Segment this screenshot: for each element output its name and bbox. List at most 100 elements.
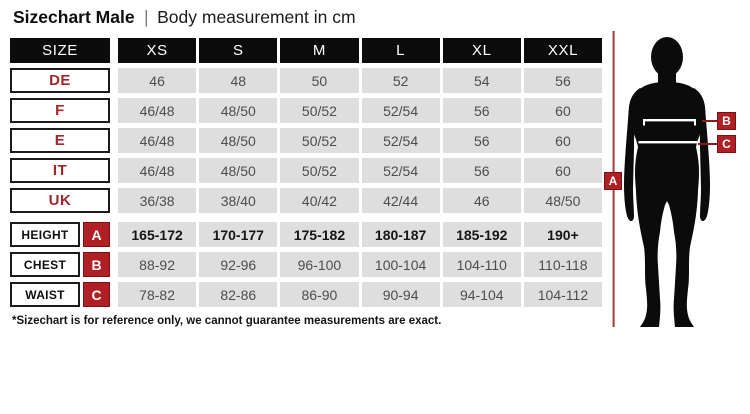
size-value-cell: 52/54 — [361, 158, 440, 183]
size-table: SIZE XS S M L XL XXL DE 46 48 50 52 54 56 F 46/48 48/50 5… — [10, 38, 603, 312]
size-value-cell: 46/48 — [118, 158, 197, 183]
measure-label-box: HEIGHT — [10, 222, 80, 247]
size-value-cell: 46/48 — [118, 98, 197, 123]
size-row-label: UK — [10, 188, 110, 213]
column-gap — [113, 68, 115, 93]
size-value-cell: 60 — [523, 158, 603, 183]
size-value-cell: 52/54 — [361, 128, 440, 153]
chest-line-tick-left — [643, 119, 645, 126]
column-gap — [113, 188, 115, 213]
measure-row-label: WAIST C — [10, 282, 110, 307]
measure-value-cell: 104-112 — [523, 282, 603, 307]
measure-row: WAIST C 78-82 82-86 86-90 90-94 94-104 104-112 — [10, 282, 603, 307]
size-row-label: E — [10, 128, 110, 153]
size-value-cell: 56 — [442, 158, 521, 183]
size-row: DE 46 48 50 52 54 56 — [10, 68, 603, 93]
size-value-cell: 60 — [523, 128, 603, 153]
waist-measure-line — [638, 141, 698, 144]
table-header-row: SIZE XS S M L XL XXL — [10, 38, 603, 63]
size-value-cell: 48/50 — [199, 98, 278, 123]
size-value-cell: 48/50 — [199, 128, 278, 153]
male-silhouette — [624, 37, 710, 327]
title-subtitle: Body measurement in cm — [157, 7, 356, 27]
size-value-cell: 36/38 — [118, 188, 197, 213]
size-value-cell: 48/50 — [199, 158, 278, 183]
size-value-cell: 46/48 — [118, 128, 197, 153]
size-header-cell: SIZE — [10, 38, 110, 63]
column-header-cell: XL — [442, 38, 521, 63]
column-header-cell: M — [280, 38, 359, 63]
measure-label-box: CHEST — [10, 252, 80, 277]
size-value-cell: 56 — [442, 128, 521, 153]
size-row-label: F — [10, 98, 110, 123]
measure-value-cell: 88-92 — [118, 252, 197, 277]
figure-marker-b: B — [717, 112, 736, 130]
column-gap — [113, 222, 115, 247]
chest-measure-line — [643, 119, 696, 122]
measure-value-cell: 100-104 — [361, 252, 440, 277]
size-value-cell: 48/50 — [523, 188, 603, 213]
title-main: Sizechart Male — [13, 7, 135, 27]
measure-value-cell: 78-82 — [118, 282, 197, 307]
column-gap — [113, 252, 115, 277]
chest-marker-connector — [702, 120, 718, 122]
size-value-cell: 50/52 — [280, 158, 359, 183]
measure-value-cell: 82-86 — [199, 282, 278, 307]
size-value-cell: 42/44 — [361, 188, 440, 213]
measure-label-box: WAIST — [10, 282, 80, 307]
size-value-cell: 46 — [442, 188, 521, 213]
size-row-label: DE — [10, 68, 110, 93]
measure-value-cell: 110-118 — [523, 252, 603, 277]
size-value-cell: 54 — [442, 68, 521, 93]
size-value-cell: 46 — [118, 68, 197, 93]
size-row: E 46/48 48/50 50/52 52/54 56 60 — [10, 128, 603, 153]
measure-value-cell: 96-100 — [280, 252, 359, 277]
page-title: Sizechart Male | Body measurement in cm — [13, 7, 356, 28]
measure-value-cell: 165-172 — [118, 222, 197, 247]
column-header-cell: S — [199, 38, 278, 63]
column-gap — [113, 98, 115, 123]
column-header-cell: XXL — [523, 38, 603, 63]
measure-row: HEIGHT A 165-172 170-177 175-182 180-187 185-1… — [10, 222, 603, 247]
footnote: *Sizechart is for reference only, we can… — [12, 315, 442, 327]
measure-row-label: CHEST B — [10, 252, 110, 277]
column-gap — [113, 158, 115, 183]
column-header-cell: XS — [118, 38, 197, 63]
measure-value-cell: 94-104 — [442, 282, 521, 307]
title-separator: | — [144, 7, 148, 27]
measure-value-cell: 104-110 — [442, 252, 521, 277]
size-row: F 46/48 48/50 50/52 52/54 56 60 — [10, 98, 603, 123]
size-value-cell: 50/52 — [280, 128, 359, 153]
measure-marker-badge: A — [83, 222, 110, 247]
size-value-cell: 56 — [523, 68, 603, 93]
measure-value-cell: 92-96 — [199, 252, 278, 277]
size-value-cell: 50 — [280, 68, 359, 93]
measure-value-cell: 180-187 — [361, 222, 440, 247]
measure-value-cell: 175-182 — [280, 222, 359, 247]
size-value-cell: 52 — [361, 68, 440, 93]
size-value-cell: 56 — [442, 98, 521, 123]
size-row: UK 36/38 38/40 40/42 42/44 46 48/50 — [10, 188, 603, 213]
size-value-cell: 40/42 — [280, 188, 359, 213]
measure-marker-badge: B — [83, 252, 110, 277]
measure-value-cell: 86-90 — [280, 282, 359, 307]
column-header-cell: L — [361, 38, 440, 63]
size-value-cell: 52/54 — [361, 98, 440, 123]
size-row-label: IT — [10, 158, 110, 183]
size-value-cell: 38/40 — [199, 188, 278, 213]
size-value-cell: 60 — [523, 98, 603, 123]
measure-value-cell: 170-177 — [199, 222, 278, 247]
figure-marker-c: C — [717, 135, 736, 153]
measure-row-label: HEIGHT A — [10, 222, 110, 247]
size-value-cell: 50/52 — [280, 98, 359, 123]
chest-line-tick-right — [694, 119, 696, 126]
column-gap — [113, 128, 115, 153]
column-gap — [113, 282, 115, 307]
measure-marker-badge: C — [83, 282, 110, 307]
size-row: IT 46/48 48/50 50/52 52/54 56 60 — [10, 158, 603, 183]
measure-value-cell: 90-94 — [361, 282, 440, 307]
measure-value-cell: 190+ — [523, 222, 603, 247]
measure-row: CHEST B 88-92 92-96 96-100 100-104 104-110 110-… — [10, 252, 603, 277]
figure-marker-a: A — [604, 172, 622, 190]
